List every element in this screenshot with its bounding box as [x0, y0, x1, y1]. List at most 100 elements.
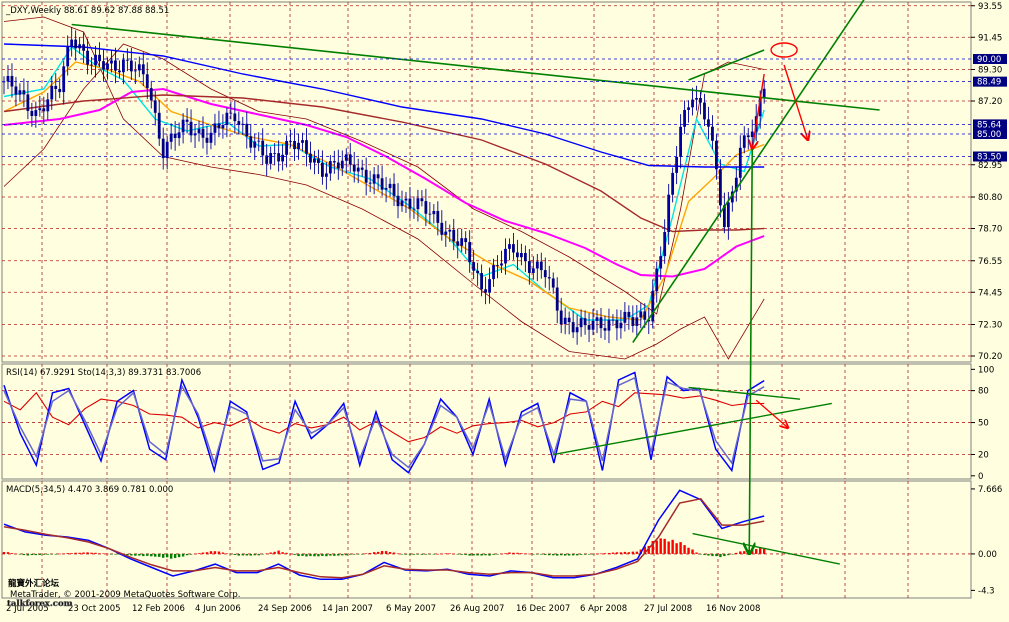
candle-body [332, 161, 336, 163]
histogram-bar [86, 552, 89, 554]
histogram-bar [687, 547, 690, 554]
candle-body [436, 210, 440, 223]
candle-body [675, 156, 679, 173]
histogram-bar [647, 545, 650, 554]
time-label: 2 Jul 2005 [6, 604, 49, 614]
candle-body [742, 135, 746, 148]
oscillator-trendline [688, 386, 801, 400]
macd-lines [3, 489, 765, 581]
histogram-bar [496, 553, 499, 555]
candle-body [94, 54, 97, 66]
histogram-bar [333, 553, 336, 556]
annotation-arrow [783, 64, 808, 140]
main-pane: _DXY,Weekly 88.61 89.62 87.88 88.51 [1, 0, 972, 363]
histogram-bar [444, 553, 447, 554]
watermark: 龍寶外汇论坛 talkforex.com [7, 578, 73, 609]
candle-body [547, 277, 551, 279]
histogram-bar [62, 553, 65, 555]
macd-grid [2, 481, 971, 598]
histogram-bar [376, 551, 380, 554]
candle-body [285, 141, 288, 155]
histogram-bar [364, 553, 368, 555]
histogram-bar [615, 552, 619, 554]
histogram-bar [500, 553, 503, 555]
candle-body [265, 155, 269, 164]
histogram-bar [102, 553, 105, 555]
histogram-bar [540, 553, 543, 555]
candle-body [639, 311, 643, 318]
histogram-bar [126, 553, 129, 556]
histogram-bar [667, 541, 670, 554]
candle-body [500, 263, 503, 266]
histogram-bar [372, 552, 376, 554]
histogram-bar [154, 553, 157, 557]
histogram-bar [38, 553, 42, 555]
candle-body [317, 158, 320, 163]
candle-body [157, 112, 161, 139]
candle-body [106, 63, 109, 70]
histogram-bar [241, 553, 244, 556]
candle-body [90, 64, 93, 66]
histogram-bar [94, 552, 97, 554]
candle-body [293, 140, 296, 150]
histogram-bar [679, 542, 682, 554]
candle-body [691, 99, 694, 108]
candle-body [122, 59, 125, 73]
candle-body [687, 107, 690, 110]
histogram-bar [384, 551, 388, 554]
histogram-bar [22, 553, 26, 556]
candle-body [516, 252, 519, 258]
moving-average-line [3, 94, 765, 233]
candle-body [527, 261, 531, 273]
candle-body [205, 137, 209, 143]
histogram-bar [130, 553, 133, 556]
candle-body [432, 210, 436, 215]
price-label: 91.45 [978, 33, 1002, 43]
candle-body [372, 174, 376, 184]
price-label: 87.20 [978, 97, 1002, 107]
candle-body [281, 154, 284, 162]
candle-body [273, 153, 277, 154]
candle-body [352, 164, 356, 172]
candle-body [587, 325, 591, 330]
histogram-bar [544, 553, 547, 555]
histogram-bar [751, 549, 754, 554]
histogram-bar [619, 552, 623, 554]
histogram-bar [404, 553, 408, 555]
candle-body [488, 279, 491, 293]
histogram-bar [428, 553, 432, 555]
candle-body [305, 140, 308, 154]
candle-body [257, 140, 261, 142]
candle-body [14, 86, 18, 95]
histogram-bar [484, 553, 487, 556]
histogram-bar [329, 553, 332, 556]
histogram-bar [317, 553, 320, 557]
candle-body [611, 319, 615, 321]
histogram-bar [74, 552, 77, 554]
candle-body [595, 317, 599, 321]
oscillator-arrow [755, 399, 788, 428]
histogram-bar [257, 553, 260, 556]
candle-body [6, 75, 10, 82]
histogram-bar [695, 552, 698, 554]
histogram-bar [512, 552, 515, 554]
histogram-bar [169, 553, 173, 559]
histogram-bar [711, 553, 714, 557]
macd-label: 0.00 [978, 550, 997, 560]
candle-body [683, 109, 686, 127]
candle-body [396, 195, 400, 207]
candle-body [66, 46, 70, 67]
histogram-bar [524, 553, 527, 555]
watermark-en: talkforex.com [7, 599, 73, 609]
candle-body [416, 198, 420, 210]
candle-body [217, 123, 221, 129]
histogram-bar [221, 552, 225, 554]
candle-body [715, 140, 718, 170]
candle-body [627, 311, 631, 318]
candle-body [738, 147, 742, 178]
histogram-bar [158, 553, 161, 557]
histogram-bar [313, 553, 316, 557]
histogram-bar [357, 553, 360, 555]
histogram-bar [432, 553, 436, 555]
